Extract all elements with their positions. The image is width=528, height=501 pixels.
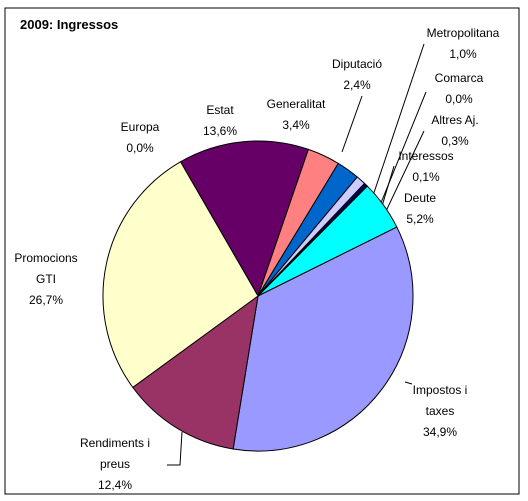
category-label: Estat bbox=[206, 103, 234, 117]
value-label: 34,9% bbox=[422, 425, 458, 439]
data-label: Estat 13,6% bbox=[185, 100, 255, 142]
value-label: 0,0% bbox=[445, 92, 473, 106]
value-label: 3,4% bbox=[282, 118, 310, 132]
value-label: 2,4% bbox=[343, 78, 371, 92]
leader-line bbox=[341, 95, 363, 153]
data-label: Rendiments i preus 12,4% bbox=[65, 433, 165, 496]
value-label: 0,0% bbox=[126, 141, 154, 155]
data-label: Metropolitana 1,0% bbox=[413, 23, 513, 65]
value-label: 0,3% bbox=[441, 134, 469, 148]
data-label: Generalitat 3,4% bbox=[256, 94, 336, 136]
value-label: 5,2% bbox=[406, 212, 434, 226]
category-label: Altres Aj. bbox=[431, 113, 479, 127]
category-label: Rendiments i preus bbox=[79, 436, 151, 471]
category-label: Europa bbox=[120, 120, 160, 134]
data-label: Impostos i taxes 34,9% bbox=[405, 380, 475, 443]
category-label: Interessos bbox=[398, 149, 454, 163]
data-label: Interessos 0,1% bbox=[386, 146, 466, 188]
category-label: Comarca bbox=[434, 71, 484, 85]
chart-title: 2009: Ingressos bbox=[20, 17, 119, 32]
category-label: Metropolitana bbox=[426, 26, 500, 40]
value-label: 26,7% bbox=[28, 293, 64, 307]
data-label: Europa 0,0% bbox=[105, 117, 175, 159]
data-label: Comarca 0,0% bbox=[419, 68, 499, 110]
category-label: Deute bbox=[403, 191, 437, 205]
category-label: Diputació bbox=[331, 57, 383, 71]
leader-line bbox=[167, 431, 183, 466]
value-label: 0,1% bbox=[412, 170, 440, 184]
value-label: 13,6% bbox=[202, 124, 238, 138]
value-label: 12,4% bbox=[97, 478, 133, 492]
pie-slice bbox=[232, 226, 414, 452]
pie-slice bbox=[132, 294, 259, 450]
data-label: Promocions GTI 26,7% bbox=[6, 248, 86, 311]
data-label: Deute 5,2% bbox=[390, 188, 450, 230]
category-label: Promocions GTI bbox=[14, 251, 78, 286]
value-label: 1,0% bbox=[449, 47, 477, 61]
leader-line bbox=[404, 381, 413, 385]
category-label: Impostos i taxes bbox=[412, 383, 468, 418]
pie-slice bbox=[102, 161, 259, 389]
category-label: Generalitat bbox=[266, 97, 326, 111]
data-label: Diputació 2,4% bbox=[317, 54, 397, 96]
data-label: Altres Aj. 0,3% bbox=[415, 110, 495, 152]
pie-slice bbox=[179, 140, 309, 298]
